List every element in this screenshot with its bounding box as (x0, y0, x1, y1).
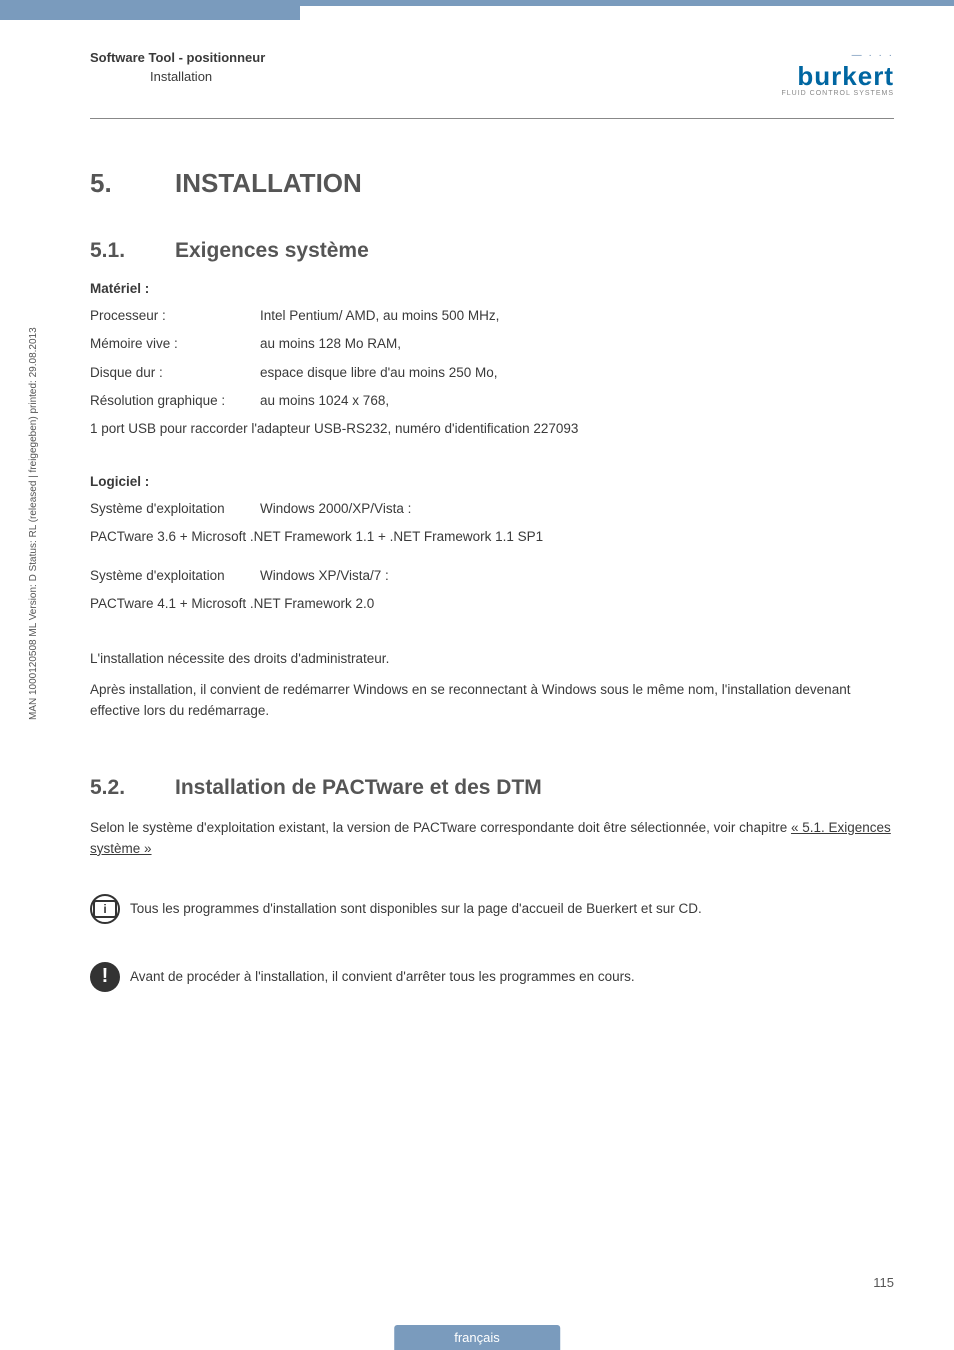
page-number: 115 (873, 1275, 894, 1290)
subsection-5-1-number: 5.1. (90, 239, 175, 263)
hardware-heading: Matériel : (90, 281, 894, 296)
top-left-band (0, 0, 300, 20)
header-subtitle: Installation (150, 69, 265, 84)
footer-language: français (394, 1325, 560, 1350)
section-number: 5. (90, 168, 175, 199)
os-row: Système d'exploitation Windows 2000/XP/V… (90, 499, 894, 519)
header-rule (90, 118, 894, 119)
logo-dots: — · · · (781, 50, 894, 61)
software-heading: Logiciel : (90, 474, 894, 489)
spec-value: au moins 1024 x 768, (260, 391, 389, 411)
warning-note-text: Avant de procéder à l'installation, il c… (130, 969, 635, 984)
subsection-5-2-heading: 5.2.Installation de PACTware et des DTM (90, 776, 894, 800)
burkert-logo: — · · · burkert FLUID CONTROL SYSTEMS (781, 50, 894, 97)
exclamation-icon: ! (90, 962, 120, 992)
spec-row: Disque dur : espace disque libre d'au mo… (90, 363, 894, 383)
spec-value: espace disque libre d'au moins 250 Mo, (260, 363, 497, 383)
sub2-intro: Selon le système d'exploitation existant… (90, 818, 894, 860)
logo-name: burkert (781, 61, 894, 92)
section-title: INSTALLATION (175, 168, 362, 198)
spec-label: Résolution graphique : (90, 391, 260, 411)
spec-row: Processeur : Intel Pentium/ AMD, au moin… (90, 306, 894, 326)
spec-value: au moins 128 Mo RAM, (260, 334, 401, 354)
info-icon: i (90, 894, 120, 924)
warning-note: ! Avant de procéder à l'installation, il… (90, 962, 894, 992)
admin-rights-line: L'installation nécessite des droits d'ad… (90, 649, 894, 670)
os-label: Système d'exploitation (90, 499, 260, 519)
top-thin-band (300, 0, 954, 6)
os2-detail: PACTware 4.1 + Microsoft .NET Framework … (90, 594, 894, 615)
spec-row: Mémoire vive : au moins 128 Mo RAM, (90, 334, 894, 354)
os1-detail: PACTware 3.6 + Microsoft .NET Framework … (90, 527, 894, 548)
spec-row: Résolution graphique : au moins 1024 x 7… (90, 391, 894, 411)
side-metadata: MAN 1000120508 ML Version: D Status: RL … (28, 327, 39, 720)
spec-label: Mémoire vive : (90, 334, 260, 354)
logo-tagline: FLUID CONTROL SYSTEMS (781, 90, 894, 97)
subsection-5-2-number: 5.2. (90, 776, 175, 800)
restart-line: Après installation, il convient de redém… (90, 680, 894, 722)
page-header: Software Tool - positionneur Installatio… (90, 50, 894, 97)
subsection-5-1-heading: 5.1.Exigences système (90, 239, 894, 263)
os-value: Windows 2000/XP/Vista : (260, 499, 411, 519)
os-label: Système d'exploitation (90, 566, 260, 586)
spec-label: Disque dur : (90, 363, 260, 383)
os-value: Windows XP/Vista/7 : (260, 566, 389, 586)
page-content: 5.INSTALLATION 5.1.Exigences système Mat… (90, 168, 894, 1022)
info-note: i Tous les programmes d'installation son… (90, 894, 894, 924)
spec-label: Processeur : (90, 306, 260, 326)
section-heading: 5.INSTALLATION (90, 168, 894, 199)
spec-value: Intel Pentium/ AMD, au moins 500 MHz, (260, 306, 499, 326)
subsection-5-2-title: Installation de PACTware et des DTM (175, 776, 542, 799)
subsection-5-1-title: Exigences système (175, 239, 369, 262)
os-row: Système d'exploitation Windows XP/Vista/… (90, 566, 894, 586)
info-note-text: Tous les programmes d'installation sont … (130, 901, 702, 916)
usb-line: 1 port USB pour raccorder l'adapteur USB… (90, 419, 894, 440)
sub2-intro-text: Selon le système d'exploitation existant… (90, 820, 791, 835)
header-left: Software Tool - positionneur Installatio… (90, 50, 265, 84)
header-title: Software Tool - positionneur (90, 50, 265, 65)
